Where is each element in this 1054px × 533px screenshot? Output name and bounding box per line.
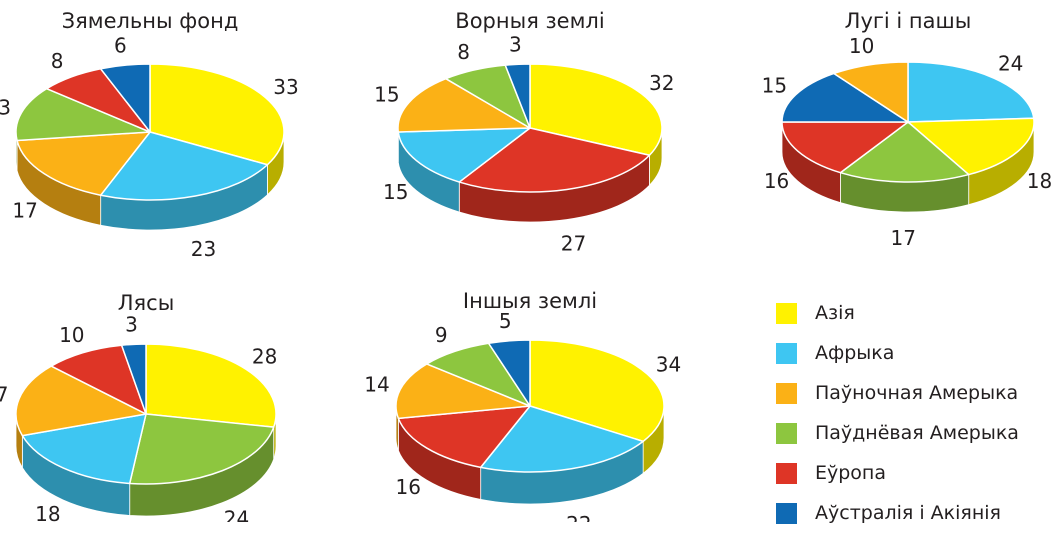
legend-label-north-america: Паўночная Амерыка xyxy=(815,382,1018,404)
data-label-asia: 18 xyxy=(1027,169,1052,193)
data-label-europe: 8 xyxy=(51,49,64,73)
legend-item-africa: Афрыка xyxy=(776,333,1046,373)
data-label-south-america: 9 xyxy=(435,323,448,347)
pie-chart-5: 3422161495Іншыя землі xyxy=(364,289,681,522)
legend-label-africa: Афрыка xyxy=(815,342,894,364)
legend-item-south-america: Паўднёвая Амерыка xyxy=(776,413,1046,453)
legend-item-north-america: Паўночная Амерыка xyxy=(776,373,1046,413)
chart-title: Іншыя землі xyxy=(463,289,597,313)
data-label-africa: 15 xyxy=(383,180,408,204)
data-label-africa: 18 xyxy=(35,502,60,522)
data-label-oceania: 3 xyxy=(509,32,522,56)
data-label-north-america: 17 xyxy=(12,198,37,222)
legend-swatch-africa xyxy=(776,343,797,364)
legend-item-europe: Еўропа xyxy=(776,453,1046,493)
data-label-south-america: 8 xyxy=(457,40,470,64)
legend-swatch-europe xyxy=(776,463,797,484)
data-label-north-america: 17 xyxy=(0,382,8,406)
data-label-north-america: 10 xyxy=(849,34,874,58)
data-label-asia: 33 xyxy=(273,75,298,99)
data-label-africa: 24 xyxy=(998,52,1023,76)
legend-swatch-oceania xyxy=(776,503,797,524)
chart-title: Лугі і пашы xyxy=(845,9,972,33)
data-label-africa: 23 xyxy=(191,237,216,261)
legend-swatch-north-america xyxy=(776,383,797,404)
legend-label-oceania: Аўстралія і Акіянія xyxy=(815,502,1001,524)
data-label-oceania: 6 xyxy=(114,34,127,58)
legend-swatch-asia xyxy=(776,303,797,324)
data-label-north-america: 14 xyxy=(364,373,389,397)
data-label-oceania: 15 xyxy=(762,74,787,98)
data-label-asia: 28 xyxy=(252,345,277,369)
data-label-europe: 16 xyxy=(764,169,789,193)
legend-label-europe: Еўропа xyxy=(815,462,886,484)
data-label-south-america: 24 xyxy=(224,507,249,522)
data-label-south-america: 17 xyxy=(891,226,916,250)
data-label-asia: 34 xyxy=(656,353,681,377)
data-label-asia: 32 xyxy=(649,71,674,95)
data-label-europe: 27 xyxy=(561,231,586,255)
legend-label-asia: Азія xyxy=(815,302,855,324)
data-label-oceania: 3 xyxy=(125,312,138,336)
chart-title: Лясы xyxy=(118,291,175,315)
data-label-north-america: 15 xyxy=(374,83,399,107)
data-label-africa: 22 xyxy=(566,512,591,522)
legend: Азія Афрыка Паўночная Амерыка Паўднёвая … xyxy=(776,293,1046,533)
legend-swatch-south-america xyxy=(776,423,797,444)
data-label-south-america: 13 xyxy=(0,95,11,119)
data-label-europe: 10 xyxy=(59,323,84,347)
chart-title: Зямельны фонд xyxy=(62,9,239,33)
chart-title: Ворныя землі xyxy=(455,9,604,33)
legend-item-oceania: Аўстралія і Акіянія xyxy=(776,493,1046,533)
data-label-europe: 16 xyxy=(396,475,421,499)
legend-label-south-america: Паўднёвая Амерыка xyxy=(815,422,1019,444)
legend-item-asia: Азія xyxy=(776,293,1046,333)
